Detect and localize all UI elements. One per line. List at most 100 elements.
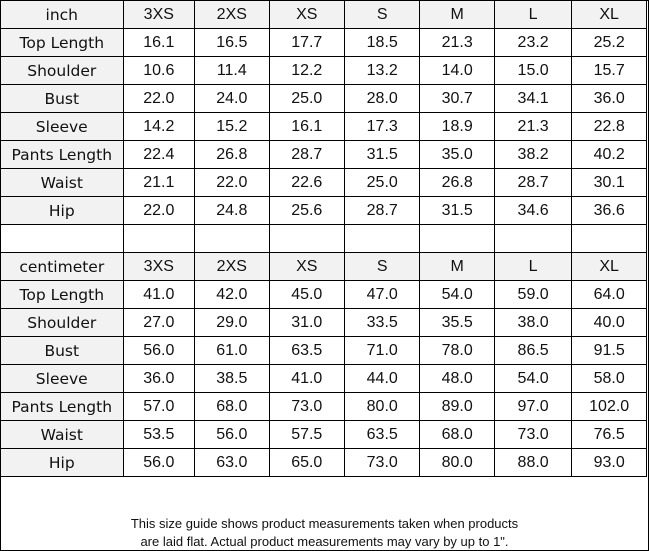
measurement-value: 97.0 (493, 392, 573, 421)
measurement-label: Sleeve (0, 364, 124, 393)
table-row: Sleeve 36.0 38.5 41.0 44.0 48.0 54.0 58.0 (0, 364, 647, 393)
table-row: Pants Length 22.4 26.8 28.7 31.5 35.0 38.2 40.2 (0, 140, 647, 169)
measurement-value: 31.0 (268, 308, 345, 337)
size-header-l: L (493, 252, 573, 281)
measurement-value: 35.5 (419, 308, 495, 337)
measurement-value: 36.0 (122, 364, 196, 393)
measurement-value: 23.2 (493, 28, 573, 57)
measurement-value: 21.1 (122, 168, 196, 197)
measurement-value: 33.5 (343, 308, 421, 337)
measurement-value: 102.0 (571, 392, 647, 421)
measurement-label: Shoulder (0, 308, 124, 337)
table-row: Waist 21.1 22.0 22.6 25.0 26.8 28.7 30.1 (0, 168, 647, 197)
measurement-value: 22.8 (571, 112, 647, 141)
measurement-value: 16.1 (122, 28, 196, 57)
measurement-value: 25.6 (268, 196, 345, 225)
measurement-value: 31.5 (343, 140, 421, 169)
size-header-s: S (343, 0, 421, 29)
measurement-value: 91.5 (571, 336, 647, 365)
measurement-value: 54.0 (493, 364, 573, 393)
table-row: Hip 56.0 63.0 65.0 73.0 80.0 88.0 93.0 (0, 448, 647, 477)
empty-cell (343, 224, 421, 253)
measurement-value: 88.0 (493, 448, 573, 477)
measurement-value: 12.2 (268, 56, 345, 85)
measurement-value: 45.0 (268, 280, 345, 309)
measurement-value: 78.0 (419, 336, 495, 365)
measurement-value: 28.7 (343, 196, 421, 225)
measurement-value: 10.6 (122, 56, 196, 85)
size-header-xl: XL (571, 252, 647, 281)
measurement-value: 54.0 (419, 280, 495, 309)
size-header-xs: XS (268, 0, 345, 29)
size-header-l: L (493, 0, 573, 29)
measurement-value: 80.0 (419, 448, 495, 477)
measurement-value: 30.1 (571, 168, 647, 197)
measurement-value: 61.0 (194, 336, 270, 365)
measurement-label: Top Length (0, 280, 124, 309)
measurement-value: 34.6 (493, 196, 573, 225)
measurement-value: 71.0 (343, 336, 421, 365)
measurement-value: 59.0 (493, 280, 573, 309)
empty-cell (122, 224, 196, 253)
measurement-value: 15.7 (571, 56, 647, 85)
empty-cell (0, 224, 124, 253)
empty-cell (571, 224, 647, 253)
measurement-value: 18.5 (343, 28, 421, 57)
measurement-value: 56.0 (194, 420, 270, 449)
measurement-value: 86.5 (493, 336, 573, 365)
spacer-row (0, 224, 647, 253)
size-header-2xs: 2XS (194, 252, 270, 281)
measurement-value: 38.0 (493, 308, 573, 337)
measurement-value: 14.0 (419, 56, 495, 85)
measurement-value: 21.3 (419, 28, 495, 57)
measurement-value: 63.5 (343, 420, 421, 449)
empty-cell (493, 224, 573, 253)
unit-label: inch (0, 0, 124, 29)
measurement-value: 58.0 (571, 364, 647, 393)
measurement-value: 24.8 (194, 196, 270, 225)
measurement-value: 44.0 (343, 364, 421, 393)
measurement-label: Pants Length (0, 140, 124, 169)
measurement-value: 28.0 (343, 84, 421, 113)
size-guide-note: This size guide shows product measuremen… (1, 515, 648, 551)
measurement-value: 30.7 (419, 84, 495, 113)
table-row: Pants Length 57.0 68.0 73.0 80.0 89.0 97.0 102.… (0, 392, 647, 421)
measurement-label: Shoulder (0, 56, 124, 85)
measurement-value: 27.0 (122, 308, 196, 337)
table-row: Shoulder 10.6 11.4 12.2 13.2 14.0 15.0 15.7 (0, 56, 647, 85)
measurement-value: 13.2 (343, 56, 421, 85)
measurement-value: 15.2 (194, 112, 270, 141)
measurement-value: 64.0 (571, 280, 647, 309)
unit-label: centimeter (0, 252, 124, 281)
measurement-value: 35.0 (419, 140, 495, 169)
measurement-value: 56.0 (122, 448, 196, 477)
table-row: Sleeve 14.2 15.2 16.1 17.3 18.9 21.3 22.8 (0, 112, 647, 141)
measurement-value: 41.0 (268, 364, 345, 393)
measurement-value: 36.0 (571, 84, 647, 113)
table-row: Top Length 41.0 42.0 45.0 47.0 54.0 59.0 64.0 (0, 280, 647, 309)
table-row: Hip 22.0 24.8 25.6 28.7 31.5 34.6 36.6 (0, 196, 647, 225)
measurement-value: 48.0 (419, 364, 495, 393)
measurement-value: 38.2 (493, 140, 573, 169)
measurement-value: 22.0 (122, 84, 196, 113)
measurement-label: Waist (0, 168, 124, 197)
measurement-value: 26.8 (419, 168, 495, 197)
measurement-value: 73.0 (343, 448, 421, 477)
measurement-value: 11.4 (194, 56, 270, 85)
measurement-value: 17.3 (343, 112, 421, 141)
measurement-value: 42.0 (194, 280, 270, 309)
size-header-2xs: 2XS (194, 0, 270, 29)
measurement-value: 47.0 (343, 280, 421, 309)
measurement-value: 14.2 (122, 112, 196, 141)
measurement-label: Top Length (0, 28, 124, 57)
measurement-label: Hip (0, 448, 124, 477)
measurement-value: 40.2 (571, 140, 647, 169)
measurement-value: 16.5 (194, 28, 270, 57)
empty-cell (268, 224, 345, 253)
measurement-value: 22.0 (122, 196, 196, 225)
note-line-2: are laid flat. Actual product measuremen… (140, 534, 509, 549)
measurement-value: 26.8 (194, 140, 270, 169)
size-header-s: S (343, 252, 421, 281)
table-row: Bust 22.0 24.0 25.0 28.0 30.7 34.1 36.0 (0, 84, 647, 113)
